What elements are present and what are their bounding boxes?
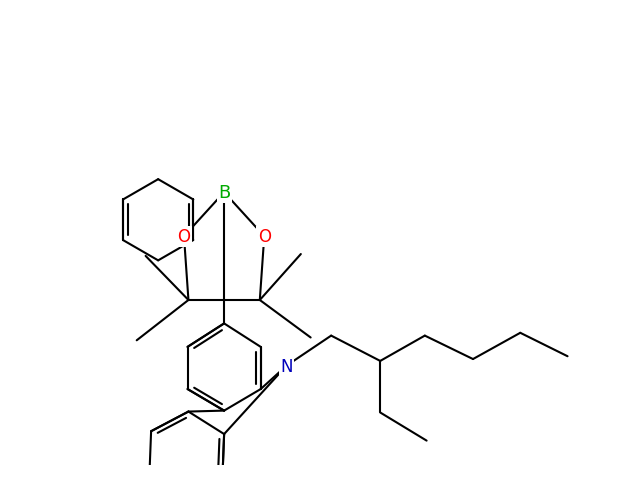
- Text: O: O: [178, 228, 190, 246]
- Text: B: B: [218, 184, 230, 202]
- Text: N: N: [281, 357, 293, 375]
- Text: O: O: [258, 228, 270, 246]
